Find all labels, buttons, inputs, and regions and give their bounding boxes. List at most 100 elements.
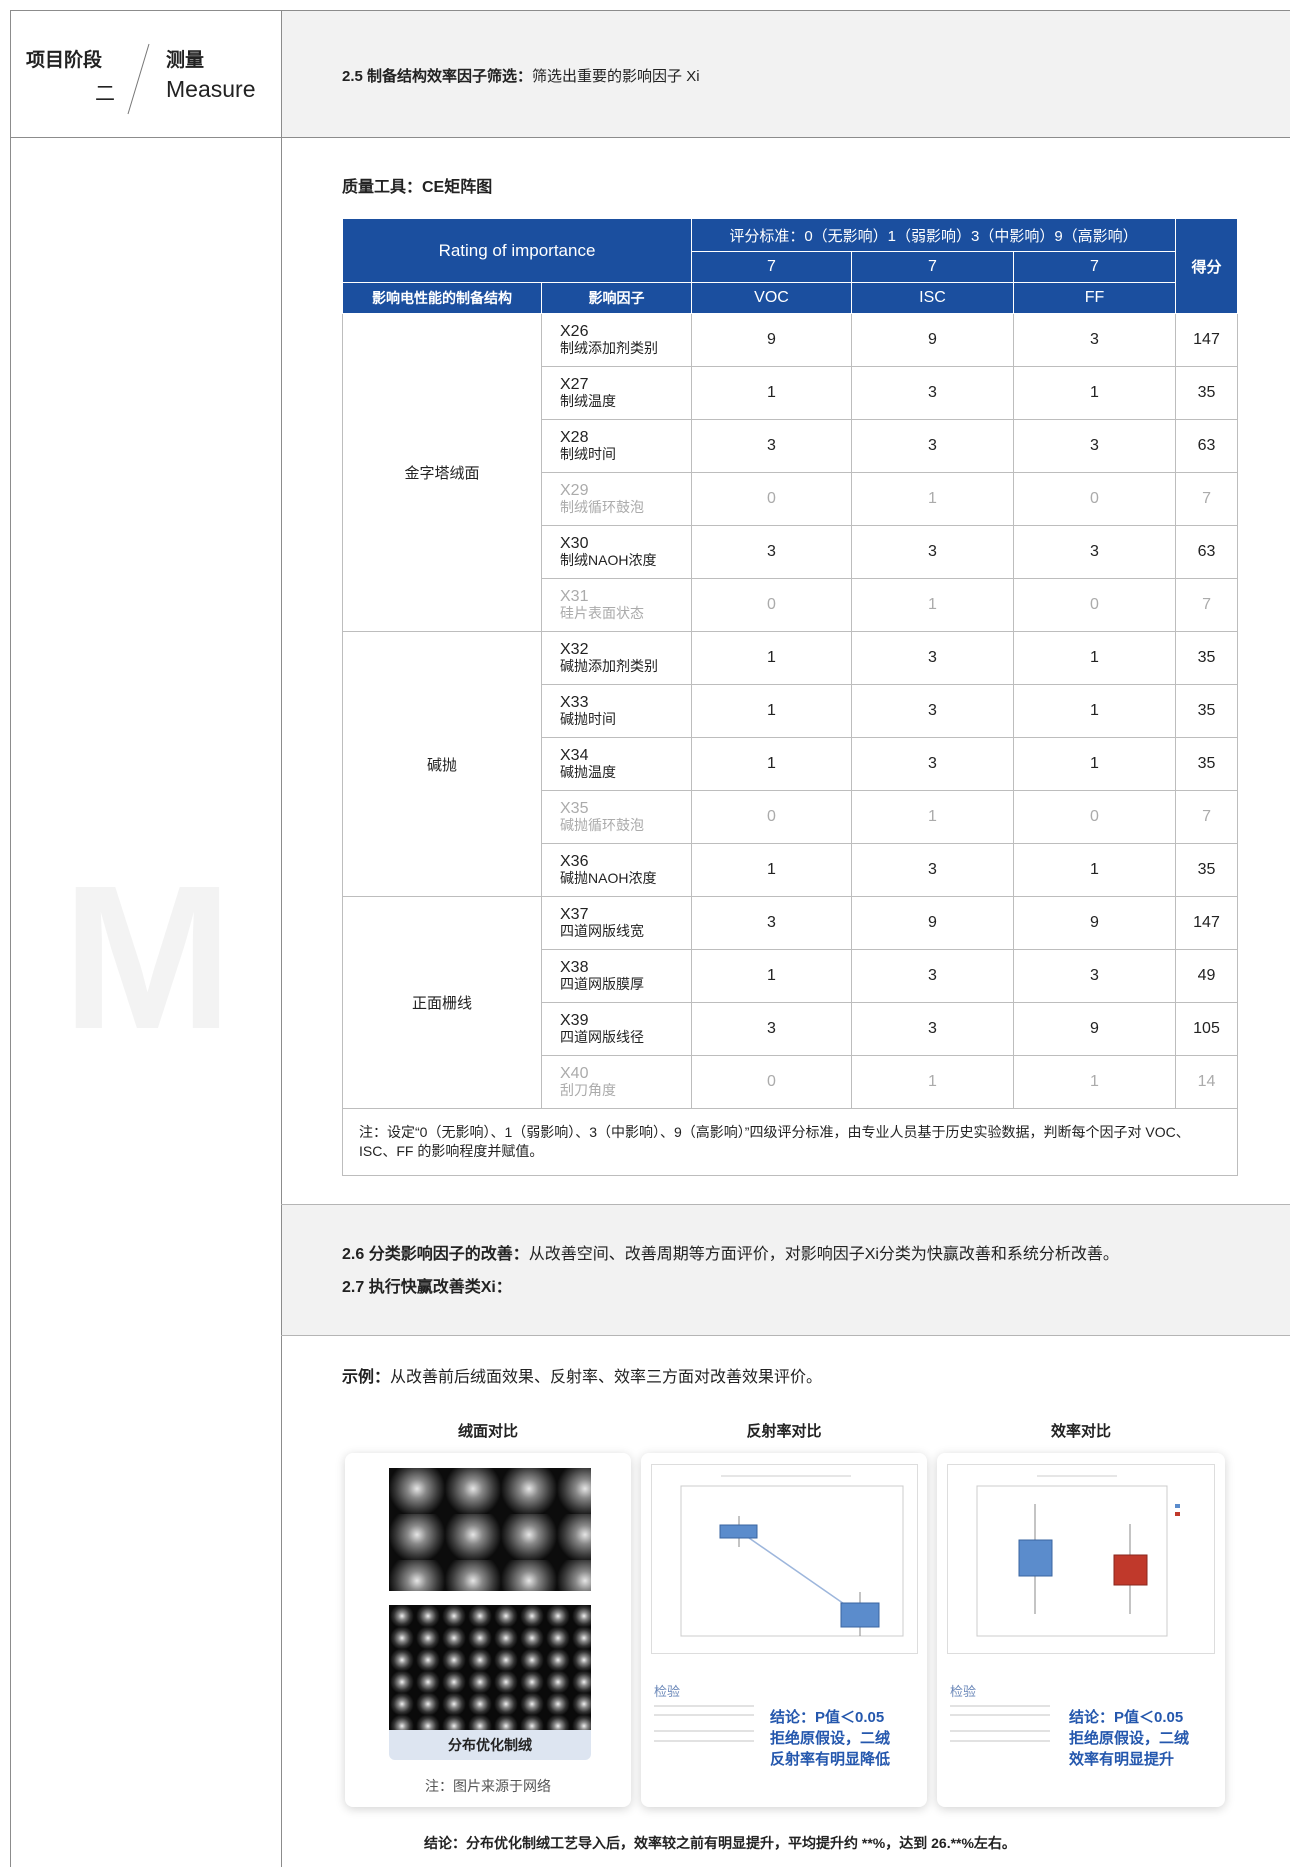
factor-code: X37	[560, 906, 589, 923]
score: 1	[1012, 366, 1177, 420]
table-row: X34 碱抛温度 1 3 1 35	[343, 737, 1239, 791]
factor: X28 制绒时间	[541, 419, 692, 473]
section-title: 2.5 制备结构效率因子筛选：筛选出重要的影响因子 Xi	[342, 65, 700, 86]
group-name: 金字塔绒面	[342, 313, 542, 632]
score: 3	[851, 949, 1014, 1003]
factor: X30 制绒NAOH浓度	[541, 525, 692, 579]
phase-en: Measure	[166, 76, 256, 102]
factor-name: 硅片表面状态	[560, 605, 644, 621]
weight: 7	[851, 251, 1014, 283]
efficiency-card: 检验 结论：P值＜0.05 拒绝原假设，二绒 效率有明显提升	[937, 1453, 1225, 1807]
border	[281, 1335, 1290, 1336]
factor: X34 碱抛温度	[541, 737, 692, 791]
stage-number: 二	[95, 83, 115, 105]
score: 1	[851, 1055, 1014, 1109]
table-row: X30 制绒NAOH浓度 3 3 3 63	[343, 525, 1239, 579]
table-row: 金字塔绒面 X26 制绒添加剂类别 9 9 3 147	[342, 313, 1239, 632]
score: 1	[851, 578, 1014, 632]
factor: X27 制绒温度	[541, 366, 692, 420]
factor: X40 刮刀角度	[541, 1055, 692, 1109]
factor-code: X39	[560, 1012, 589, 1029]
test-label: 检验	[654, 1684, 681, 1699]
factor: X37 四道网版线宽	[541, 896, 692, 950]
section-26-text: 从改善空间、改善周期等方面评价，对影响因子Xi分类为快赢改善和系统分析改善。	[528, 1246, 1119, 1263]
table-note: 注：设定“0（无影响）、1（弱影响）、3（中影响）、9（高影响）”四级评分标准，…	[341, 1108, 1239, 1176]
score: 9	[691, 313, 852, 367]
factor: X38 四道网版膜厚	[541, 949, 692, 1003]
note-row: 注：设定“0（无影响）、1（弱影响）、3（中影响）、9（高影响）”四级评分标准，…	[341, 1108, 1239, 1176]
total: 7	[1175, 472, 1239, 526]
factor-name: 制绒循环鼓泡	[560, 499, 644, 515]
score: 3	[851, 843, 1014, 897]
factor-code: X26	[560, 323, 589, 340]
table-row: 正面栅线 X37 四道网版线宽 3 9 9 147	[342, 896, 1239, 1109]
total: 147	[1175, 313, 1239, 367]
total: 35	[1175, 366, 1239, 420]
sidebar-letter: M	[62, 843, 233, 1072]
conclusion-line: 拒绝原假设，二绒	[1069, 1730, 1190, 1747]
test-table	[654, 1705, 754, 1742]
factor-name: 碱抛时间	[560, 711, 616, 727]
rating-label: Rating of importance	[342, 218, 692, 283]
factor-code: X27	[560, 376, 589, 393]
example-text: 从改善前后绒面效果、反射率、效率三方面对改善效果评价。	[390, 1369, 823, 1386]
total: 147	[1175, 896, 1239, 950]
criteria: 评分标准：0（无影响）1（弱影响）3（中影响）9（高影响）	[690, 218, 1177, 252]
section-26-bold: 2.6 分类影响因子的改善：	[342, 1246, 529, 1263]
score: 3	[1012, 949, 1177, 1003]
factor-name: 制绒NAOH浓度	[560, 552, 657, 568]
score: 1	[691, 949, 852, 1003]
group-name: 碱抛	[342, 631, 542, 897]
score: 1	[1012, 737, 1177, 791]
factor-name: 制绒温度	[560, 393, 616, 409]
border	[10, 10, 11, 1867]
score: 3	[691, 896, 852, 950]
score: 3	[851, 684, 1014, 738]
factor-name: 碱抛NAOH浓度	[560, 870, 657, 886]
conclusion-line: 反射率有明显降低	[770, 1751, 891, 1768]
reflectance-boxplot	[651, 1464, 918, 1654]
score: 0	[1012, 578, 1177, 632]
score: 1	[691, 366, 852, 420]
total: 105	[1175, 1002, 1239, 1056]
ce-matrix: Rating of importance 评分标准：0（无影响）1（弱影响）3（…	[341, 218, 1239, 1176]
score: 3	[851, 525, 1014, 579]
weight: 7	[1012, 251, 1177, 283]
column-title: 绒面对比	[457, 1423, 518, 1440]
reflectance-card: 检验 结论：P值＜0.05 拒绝原假设，二绒 反射率有明显降低	[641, 1453, 927, 1807]
score: 3	[691, 1002, 852, 1056]
score: 3	[851, 737, 1014, 791]
factor: X26 制绒添加剂类别	[541, 313, 692, 367]
column-title: 反射率对比	[746, 1423, 822, 1440]
factor-name: 碱抛温度	[560, 764, 616, 780]
table-row: X40 刮刀角度 0 1 1 14	[343, 1055, 1239, 1109]
table-row: X27 制绒温度 1 3 1 35	[343, 366, 1239, 420]
test-label: 检验	[950, 1684, 977, 1699]
score: 9	[1012, 896, 1177, 950]
slash	[127, 43, 150, 115]
score: 1	[691, 737, 852, 791]
factor: X29 制绒循环鼓泡	[541, 472, 692, 526]
factor-code: X38	[560, 959, 589, 976]
score: 3	[1012, 525, 1177, 579]
factor: X39 四道网版线径	[541, 1002, 692, 1056]
score: 9	[1012, 1002, 1177, 1056]
conclusion-line: 拒绝原假设，二绒	[770, 1730, 891, 1747]
section-27: 2.7 执行快赢改善类Xi：	[342, 1279, 512, 1296]
score: 0	[1012, 790, 1177, 844]
section-title-bold: 2.5 制备结构效率因子筛选：	[342, 68, 533, 85]
factor: X35 碱抛循环鼓泡	[541, 790, 692, 844]
border	[10, 137, 1290, 138]
factor-code: X32	[560, 641, 589, 658]
border	[10, 10, 1290, 11]
factor-name: 刮刀角度	[560, 1082, 616, 1098]
table-body: 金字塔绒面 X26 制绒添加剂类别 9 9 3 147 X27 制绒温度 1 3 1 35 X28 制绒时间…	[341, 313, 1239, 1176]
test-table	[950, 1705, 1050, 1742]
texture-caption: 分布优化制绒	[389, 1730, 591, 1760]
factor-code: X35	[560, 800, 589, 817]
factor: X33 碱抛时间	[541, 684, 692, 738]
score: 1	[691, 684, 852, 738]
factor-code: X28	[560, 429, 589, 446]
score: 0	[691, 472, 852, 526]
